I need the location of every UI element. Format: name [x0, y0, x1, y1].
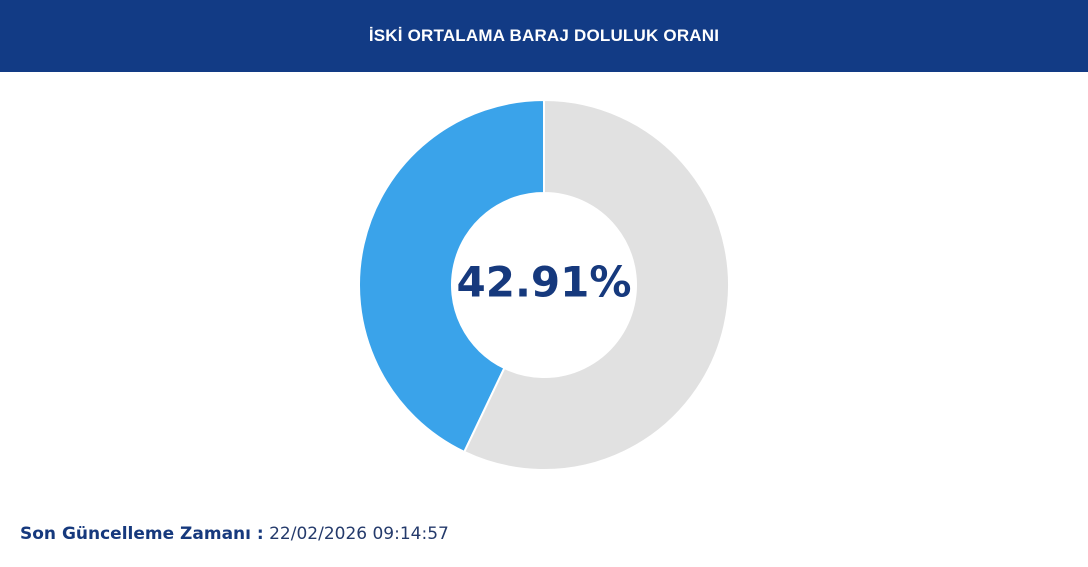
header-bar: İSKİ ORTALAMA BARAJ DOLULUK ORANI — [0, 0, 1088, 72]
page-title: İSKİ ORTALAMA BARAJ DOLULUK ORANI — [368, 26, 720, 45]
last-update-label: Son Güncelleme Zamanı : — [20, 524, 264, 544]
donut-chart: 42.91% — [0, 72, 1088, 492]
donut-chart-svg: 42.91% — [358, 98, 730, 471]
donut-slice-filled — [358, 98, 545, 454]
donut-slice-empty — [462, 98, 730, 471]
last-update: Son Güncelleme Zamanı : 22/02/2026 09:14… — [20, 524, 449, 544]
last-update-time: 22/02/2026 09:14:57 — [269, 524, 449, 544]
fill-percentage-label: 42.91% — [457, 258, 632, 307]
donut-slices — [358, 98, 730, 471]
